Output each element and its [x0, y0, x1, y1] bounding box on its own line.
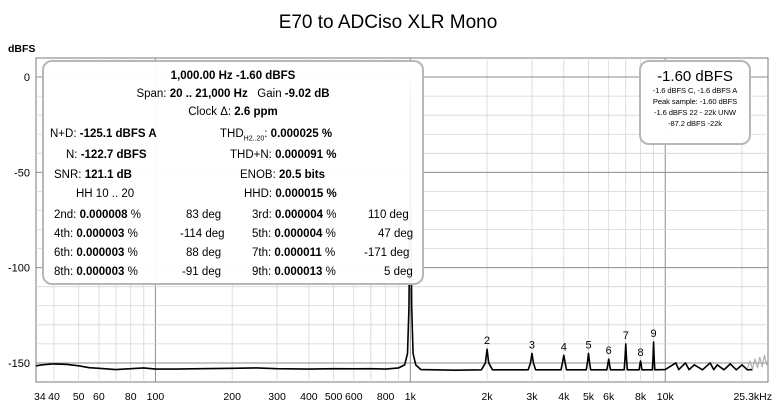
harmonic-6-phase: 88 deg — [186, 247, 222, 259]
harmonic-6: 6th: 0.000003 % — [54, 247, 138, 259]
harmonic-marker-3: 3 — [529, 339, 535, 351]
thd-label: THD — [220, 128, 244, 140]
harmonic-marker-7: 7 — [623, 330, 629, 342]
hh-label: HH 10 .. 20 — [76, 188, 135, 200]
level-panel: -1.60 dBFS -1.6 dBFS C, -1.6 dBFS A Peak… — [639, 60, 751, 145]
x-tick-label: 10k — [657, 391, 675, 403]
x-tick-label: 80 — [125, 391, 137, 403]
harmonic-8: 8th: 0.000003 % — [54, 266, 138, 278]
level-detail-4: -87.2 dBFS -22k — [668, 119, 722, 128]
n-row: N: -122.7 dBFS — [66, 149, 147, 161]
x-tick-label: 8k — [635, 391, 647, 403]
harmonic-7-phase: -171 deg — [364, 247, 410, 259]
x-tick-label: 200 — [223, 391, 241, 403]
x-tick-label: 400 — [300, 391, 318, 403]
harmonic-2-phase: 83 deg — [186, 209, 222, 221]
enob-row: ENOB: 20.5 bits — [240, 169, 325, 181]
span-label: Span: — [136, 88, 167, 100]
n-value: -122.7 dBFS — [80, 149, 147, 161]
x-tick-label: 34 — [34, 391, 46, 403]
enob-value: 20.5 bits — [279, 169, 326, 181]
snr-value: 121.1 dB — [84, 169, 132, 181]
enob-label: ENOB: — [240, 169, 276, 181]
clock-label: Clock Δ: — [188, 106, 232, 118]
harmonic-5-phase: 47 deg — [378, 228, 414, 240]
harmonic-2: 2nd: 0.000008 % — [54, 209, 141, 221]
chart-title: E70 to ADCiso XLR Mono — [279, 12, 498, 33]
x-tick-label: 2k — [482, 391, 494, 403]
harmonic-4: 4th: 0.000003 % — [54, 228, 138, 240]
x-tick-label: 60 — [93, 391, 105, 403]
harmonic-8-phase: -91 deg — [182, 266, 222, 278]
x-tick-label: 500 — [325, 391, 343, 403]
x-tick-label: 50 — [73, 391, 85, 403]
thdn-label: THD+N: — [230, 149, 272, 161]
harmonic-marker-5: 5 — [585, 339, 591, 351]
harmonic-marker-9: 9 — [651, 328, 657, 340]
span-gain-row: Span: 20 .. 21,000 Hz Gain -9.02 dB — [44, 88, 422, 100]
y-tick-label: -50 — [14, 167, 30, 179]
thd-value: 0.000025 % — [270, 128, 333, 140]
gain-label: Gain — [257, 88, 282, 100]
gain-value: -9.02 dB — [284, 88, 330, 100]
harmonic-marker-2: 2 — [484, 335, 490, 347]
harmonic-marker-6: 6 — [606, 345, 612, 357]
series-line-1 — [35, 79, 753, 371]
y-tick-labels: 0 -50 -100 -150 — [8, 72, 30, 370]
y-tick-label: -150 — [8, 358, 30, 370]
x-tick-label: 100 — [147, 391, 165, 403]
y-tick-label: 0 — [24, 72, 30, 84]
x-tick-label: 300 — [268, 391, 286, 403]
x-tick-label: 600 — [345, 391, 363, 403]
x-tick-label: 4k — [558, 391, 570, 403]
x-tick-label: 3k — [526, 391, 538, 403]
hhd-value: 0.000015 % — [275, 188, 337, 200]
x-tick-label: 5k — [583, 391, 595, 403]
level-detail-1: -1.6 dBFS C, -1.6 dBFS A — [652, 86, 738, 95]
nd-label: N+D: — [50, 128, 77, 140]
harmonic-3-phase: 110 deg — [368, 209, 409, 221]
clock-row: Clock Δ: 2.6 ppm — [44, 106, 422, 118]
x-tick-label: 25.3kHz — [733, 391, 772, 403]
harmonic-5: 5th: 0.000004 % — [252, 228, 336, 240]
harmonic-9-phase: 5 deg — [384, 266, 413, 278]
thd-row: THDH2..20: 0.000025 % — [220, 128, 333, 143]
thdn-value: 0.000091 % — [275, 149, 337, 161]
series-line-2 — [746, 354, 769, 370]
level-readout: -1.60 dBFS — [657, 68, 733, 85]
x-tick-label: 6k — [603, 391, 615, 403]
nd-value: -125.1 dBFS A — [79, 128, 157, 140]
level-detail-2: Peak sample: -1.60 dBFS — [652, 97, 738, 106]
snr-row: SNR: 121.1 dB — [54, 169, 132, 181]
y-tick-label: -100 — [8, 263, 30, 275]
x-tick-label: 40 — [48, 391, 60, 403]
harmonic-marker-4: 4 — [561, 341, 567, 353]
thdn-row: THD+N: 0.000091 % — [230, 149, 336, 161]
harmonic-3: 3rd: 0.000004 % — [252, 209, 337, 221]
thd-sub: H2..20 — [243, 135, 265, 143]
series-lines — [35, 79, 769, 371]
x-tick-labels: 34 40 50 60 80 100 200 300 400 500 600 800 1k 2k 3k 4k 5… — [34, 391, 772, 403]
harmonic-9: 9th: 0.000013 % — [252, 266, 336, 278]
harmonic-marker-8: 8 — [637, 347, 643, 359]
x-tick-label: 800 — [377, 391, 395, 403]
y-axis-label: dBFS — [8, 43, 35, 55]
snr-label: SNR: — [54, 169, 82, 181]
hhd-label: HHD: — [244, 188, 273, 200]
harmonic-7: 7th: 0.000011 % — [252, 247, 336, 259]
level-detail-3: -1.6 dBFS 22 - 22k UNW — [654, 108, 736, 117]
fundamental-readout: 1,000.00 Hz -1.60 dBFS — [170, 70, 296, 82]
hhd-row: HHD: 0.000015 % — [244, 188, 337, 200]
nd-row: N+D: -125.1 dBFS A — [50, 128, 157, 140]
span-value: 20 .. 21,000 Hz — [169, 88, 248, 100]
x-tick-label: 1k — [405, 391, 417, 403]
n-label: N: — [66, 149, 78, 161]
harmonic-4-phase: -114 deg — [180, 228, 225, 240]
stats-panel: 1,000.00 Hz -1.60 dBFS Span: 20 .. 21,00… — [42, 60, 424, 285]
clock-value: 2.6 ppm — [234, 106, 278, 118]
